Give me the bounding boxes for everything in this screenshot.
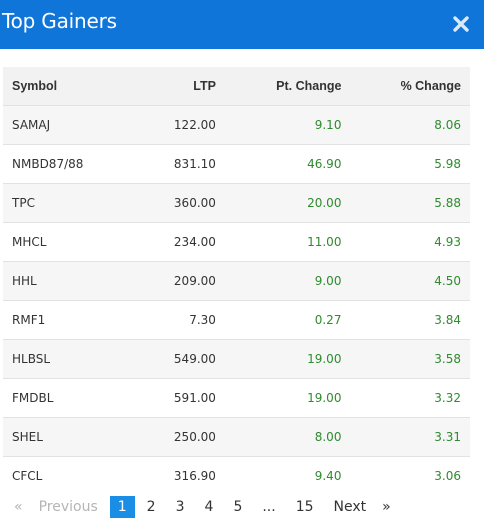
cell-pt-change: 46.90 <box>307 156 342 171</box>
cell-pt-change: 8.00 <box>314 429 342 444</box>
table-row[interactable]: MHCL 234.00 11.00 4.93 <box>3 222 470 261</box>
cell-ltp: 360.00 <box>173 195 216 210</box>
table-row[interactable]: CFCL 316.90 9.40 3.06 <box>3 456 470 495</box>
close-icon <box>453 15 469 32</box>
modal-title: Top Gainers <box>2 8 117 33</box>
column-header-pt-change[interactable]: Pt. Change <box>276 78 342 93</box>
cell-symbol: TPC <box>12 195 35 210</box>
page-link-4[interactable]: 4 <box>204 499 214 515</box>
page-link-3[interactable]: 3 <box>175 499 185 515</box>
table-row[interactable]: FMDBL 591.00 19.00 3.32 <box>3 378 470 417</box>
table-row[interactable]: RMF1 7.30 0.27 3.84 <box>3 300 470 339</box>
cell-symbol: HLBSL <box>12 351 51 366</box>
cell-pct-change: 3.31 <box>434 429 461 444</box>
next-page-link[interactable]: Next <box>333 499 367 515</box>
cell-pt-change: 20.00 <box>307 195 342 210</box>
cell-symbol: MHCL <box>12 234 47 249</box>
cell-ltp: 549.00 <box>173 351 216 366</box>
cell-ltp: 316.90 <box>173 468 216 483</box>
cell-pct-change: 5.98 <box>434 156 461 171</box>
cell-ltp: 209.00 <box>173 273 216 288</box>
cell-ltp: 250.00 <box>173 429 216 444</box>
cell-ltp: 831.10 <box>173 156 216 171</box>
cell-symbol: HHL <box>12 273 37 288</box>
pagination-ellipsis: ... <box>262 499 276 515</box>
cell-pct-change: 3.06 <box>434 468 461 483</box>
cell-pct-change: 8.06 <box>434 117 461 132</box>
cell-symbol: SAMAJ <box>12 117 51 132</box>
previous-page-link[interactable]: Previous <box>38 499 98 515</box>
cell-symbol: CFCL <box>12 468 43 483</box>
page-link-1[interactable]: 1 <box>109 496 135 518</box>
cell-symbol: RMF1 <box>12 312 46 327</box>
cell-ltp: 7.30 <box>189 312 216 327</box>
cell-pt-change: 9.10 <box>314 117 342 132</box>
cell-ltp: 234.00 <box>173 234 216 249</box>
cell-symbol: FMDBL <box>12 390 54 405</box>
pagination: « Previous 1 2 3 4 5 ... 15 Next » <box>6 496 399 518</box>
cell-ltp: 122.00 <box>173 117 216 132</box>
cell-pct-change: 3.84 <box>434 312 461 327</box>
cell-pct-change: 3.58 <box>434 351 461 366</box>
column-header-pct-change[interactable]: % Change <box>400 78 461 93</box>
table-row[interactable]: HLBSL 549.00 19.00 3.58 <box>3 339 470 378</box>
table-row[interactable]: SAMAJ 122.00 9.10 8.06 <box>3 105 470 144</box>
cell-symbol: SHEL <box>12 429 43 444</box>
column-header-ltp[interactable]: LTP <box>193 78 216 93</box>
cell-pt-change: 11.00 <box>307 234 342 249</box>
first-page-link[interactable]: « <box>14 499 23 515</box>
page-link-2[interactable]: 2 <box>146 499 156 515</box>
modal-header: Top Gainers <box>0 0 484 49</box>
cell-pct-change: 3.32 <box>434 390 461 405</box>
last-page-link[interactable]: » <box>382 499 391 515</box>
cell-pt-change: 19.00 <box>307 351 342 366</box>
table-row[interactable]: TPC 360.00 20.00 5.88 <box>3 183 470 222</box>
cell-pt-change: 0.27 <box>314 312 342 327</box>
close-button[interactable] <box>452 15 470 33</box>
page-link-5[interactable]: 5 <box>233 499 243 515</box>
page-link-15[interactable]: 15 <box>295 499 314 515</box>
cell-ltp: 591.00 <box>173 390 216 405</box>
cell-pct-change: 5.88 <box>434 195 461 210</box>
column-header-symbol[interactable]: Symbol <box>12 78 58 93</box>
cell-pt-change: 9.40 <box>314 468 342 483</box>
table-row[interactable]: HHL 209.00 9.00 4.50 <box>3 261 470 300</box>
gainers-table-container: Symbol LTP Pt. Change % Change SAMAJ 122.… <box>3 67 470 495</box>
table-header-row: Symbol LTP Pt. Change % Change <box>3 67 470 105</box>
cell-pct-change: 4.93 <box>434 234 461 249</box>
cell-pt-change: 9.00 <box>314 273 342 288</box>
table-row[interactable]: SHEL 250.00 8.00 3.31 <box>3 417 470 456</box>
cell-symbol: NMBD87/88 <box>12 156 84 171</box>
gainers-table: Symbol LTP Pt. Change % Change SAMAJ 122.… <box>3 67 470 495</box>
table-row[interactable]: NMBD87/88 831.10 46.90 5.98 <box>3 144 470 183</box>
cell-pt-change: 19.00 <box>307 390 342 405</box>
cell-pct-change: 4.50 <box>434 273 461 288</box>
